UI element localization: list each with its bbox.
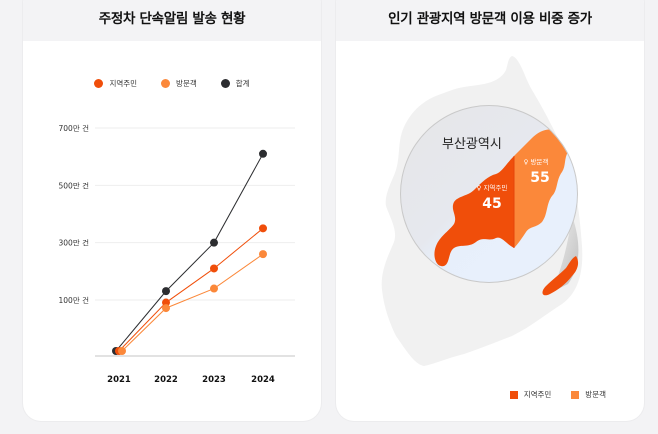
card-header: 인기 관광지역 방문객 이용 비중 증가 [336, 0, 644, 41]
line-chart-card: 주정차 단속알림 발송 현황 지역주민 방문객 합계 700만 건 500만 건 3… [23, 0, 321, 421]
line-chart: 700만 건 500만 건 300만 건 100만 건 2021 2022 2023 2024 [59, 123, 295, 385]
visitors-label: ♀ 방문객 [524, 157, 549, 166]
legend-item-residents: 지역주민 [94, 78, 137, 89]
busan-coast-outside [542, 256, 579, 296]
chart-legend: 지역주민 방문객 합계 [23, 78, 321, 89]
series-line [115, 153, 264, 352]
visitors-value: 55 [530, 170, 549, 186]
busan-visitors-area [514, 129, 576, 248]
residents-square-icon [509, 390, 518, 399]
card-header: 주정차 단속알림 발송 현황 [23, 0, 321, 41]
data-point [210, 284, 218, 293]
series-line [121, 253, 264, 352]
legend-label: 방문객 [176, 79, 197, 88]
x-tick-label: 2022 [154, 375, 178, 385]
legend-item-residents: 지역주민 [509, 389, 552, 400]
residents-value: 45 [482, 196, 501, 212]
x-tick-label: 2023 [202, 375, 226, 385]
y-tick-label: 300만 건 [59, 238, 90, 248]
visitors-square-icon [571, 390, 580, 399]
y-tick-label: 700만 건 [59, 123, 90, 133]
region-label: 부산광역시 [442, 137, 502, 152]
residents-dot-icon [94, 79, 104, 88]
legend-label: 합계 [235, 79, 250, 88]
data-point [162, 287, 170, 296]
x-tick-label: 2021 [107, 375, 131, 385]
chart-title: 주정차 단속알림 발송 현황 [98, 11, 246, 27]
data-point [259, 149, 267, 158]
residents-label: ♀ 지역주민 [477, 183, 508, 192]
data-point [259, 224, 267, 233]
series-line [118, 227, 264, 352]
x-tick-label: 2024 [251, 375, 275, 385]
data-point [162, 298, 170, 307]
y-tick-label: 500만 건 [59, 180, 90, 190]
data-point [162, 304, 170, 313]
total-dot-icon [220, 79, 230, 88]
legend-label: 지역주민 [109, 79, 138, 88]
legend-item-visitors: 방문객 [571, 389, 606, 400]
legend-label: 방문객 [585, 390, 606, 399]
data-point [210, 238, 218, 247]
legend-label: 지역주민 [523, 390, 552, 399]
map-card: 인기 관광지역 방문객 이용 비중 증가 [336, 0, 644, 421]
legend-item-visitors: 방문객 [161, 78, 197, 89]
data-point [210, 264, 218, 273]
legend-item-total: 합계 [220, 78, 250, 89]
visitors-dot-icon [161, 79, 171, 88]
korea-map: 부산광역시 ♀ 방문객 55 ♀ 지역주민 45 [381, 56, 583, 366]
busan-residents-area [434, 156, 514, 267]
map-legend: 지역주민 방문객 [509, 389, 606, 400]
data-point [259, 250, 267, 259]
map-title: 인기 관광지역 방문객 이용 비중 증가 [388, 11, 592, 27]
y-tick-label: 100만 건 [59, 295, 90, 305]
data-point [118, 347, 126, 355]
